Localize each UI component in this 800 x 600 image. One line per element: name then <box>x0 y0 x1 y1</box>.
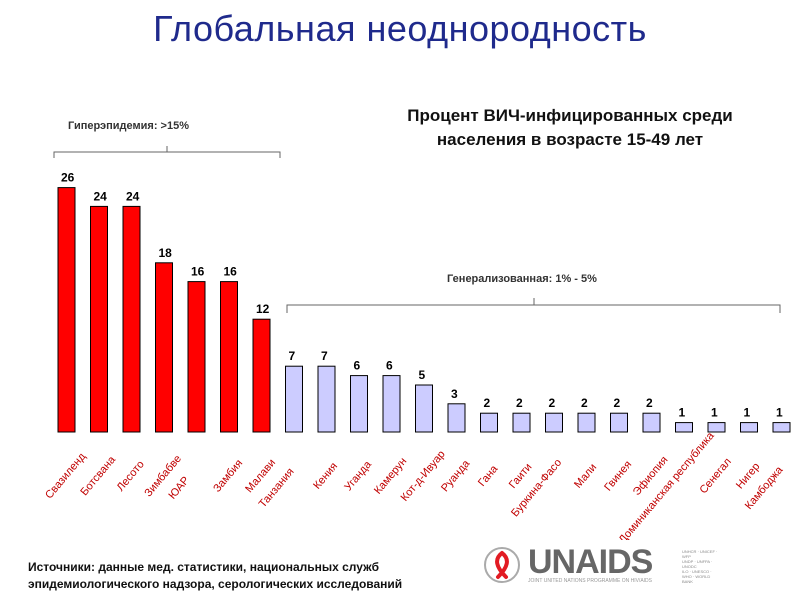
category-label-сенегал: Сенегал <box>697 456 734 496</box>
value-label-4: 18 <box>159 246 173 260</box>
source-line-2: эпидемиологического надзора, серологичес… <box>28 577 403 591</box>
red-ribbon-icon <box>484 547 520 583</box>
value-label-10: 6 <box>354 359 361 373</box>
bar-chart: 26Свазиленд24Ботсвана24Лесото18Зимбабве1… <box>43 146 791 540</box>
bar-5 <box>187 281 206 433</box>
bar-15 <box>512 412 531 433</box>
bar-6 <box>220 281 238 433</box>
bar-14 <box>480 412 498 433</box>
value-label-17: 2 <box>581 396 588 410</box>
bar-4 <box>155 262 173 433</box>
value-label-12: 5 <box>419 368 426 382</box>
bar-7 <box>252 318 271 433</box>
bar-22 <box>740 422 758 433</box>
value-label-6: 16 <box>224 265 238 279</box>
value-label-14: 2 <box>484 396 491 410</box>
value-label-2: 24 <box>94 189 108 203</box>
bar-13 <box>447 403 466 433</box>
value-label-3: 24 <box>126 189 140 203</box>
bar-9 <box>317 365 336 433</box>
value-label-8: 7 <box>289 349 296 363</box>
source-line-1: Источники: данные мед. статистики, нацио… <box>28 560 379 574</box>
page-title: Глобальная неоднородность <box>153 8 647 49</box>
logo-agencies-line-2: UNDP · UNFPA · UNODC <box>682 559 713 569</box>
value-label-5: 16 <box>191 265 205 279</box>
source-note: Источники: данные мед. статистики, нацио… <box>28 559 402 593</box>
chart-subtitle-line-2: населения в возрасте 15-49 лет <box>436 130 704 149</box>
logo-agencies: UNHCR · UNICEF · WFP UNDP · UNFPA · UNOD… <box>682 549 722 584</box>
value-label-21: 1 <box>711 406 718 420</box>
bar-16 <box>545 412 563 433</box>
category-label-кот-д-ивуар: Кот-д-Ивуар <box>399 448 448 503</box>
value-label-23: 1 <box>776 406 783 420</box>
value-label-1: 26 <box>61 171 75 185</box>
bar-21 <box>707 422 726 433</box>
value-label-9: 7 <box>321 349 328 363</box>
category-label-юар: ЮАР <box>166 474 192 501</box>
value-label-18: 2 <box>614 396 621 410</box>
logo-tagline: JOINT UNITED NATIONS PROGRAMME ON HIV/AI… <box>528 578 652 584</box>
bar-17 <box>577 412 596 433</box>
bars-group: 26Свазиленд24Ботсвана24Лесото18Зимбабве1… <box>43 171 791 540</box>
bar-11 <box>382 375 401 433</box>
category-label-гвинея: Гвинея <box>602 459 634 494</box>
bar-18 <box>610 412 628 433</box>
value-label-22: 1 <box>744 406 751 420</box>
generalized-label: Генерализованная: 1% - 5% <box>447 273 597 285</box>
bar-12 <box>415 384 433 433</box>
category-label-руанда: Руанда <box>439 457 473 494</box>
chart-subtitle-line-1: Процент ВИЧ-инфицированных среди <box>407 106 733 125</box>
logo-agencies-line-3: ILO · UNESCO · WHO · WORLD BANK <box>682 569 712 584</box>
value-label-11: 6 <box>386 359 393 373</box>
bar-19 <box>642 412 661 433</box>
value-label-19: 2 <box>646 396 653 410</box>
category-label-уганда: Уганда <box>342 458 374 493</box>
bar-1 <box>57 187 76 433</box>
category-label-лесото: Лесото <box>115 458 147 493</box>
hyperepidemic-label: Гиперэпидемия: >15% <box>68 120 189 132</box>
category-label-гана: Гана <box>476 462 501 489</box>
category-label-кения: Кения <box>311 460 340 491</box>
bar-2 <box>90 205 108 433</box>
bar-23 <box>772 422 791 433</box>
value-label-15: 2 <box>516 396 523 410</box>
value-label-13: 3 <box>451 387 458 401</box>
bar-10 <box>350 375 368 433</box>
value-label-20: 1 <box>679 406 686 420</box>
generalized-bracket <box>286 298 781 313</box>
category-label-мали: Мали <box>572 462 599 491</box>
value-label-7: 12 <box>256 302 270 316</box>
category-label-замбия: Замбия <box>211 457 245 494</box>
hyperepidemic-bracket <box>53 146 281 158</box>
unaids-logo: UNAIDS JOINT UNITED NATIONS PROGRAMME ON… <box>482 543 722 585</box>
logo-wordmark: UNAIDS <box>528 543 653 581</box>
bar-8 <box>285 365 303 433</box>
bar-20 <box>675 422 693 433</box>
bar-3 <box>122 205 141 433</box>
logo-agencies-line-1: UNHCR · UNICEF · WFP <box>682 549 718 559</box>
value-label-16: 2 <box>549 396 556 410</box>
chart-subtitle: Процент ВИЧ-инфицированных среди населен… <box>360 104 780 152</box>
